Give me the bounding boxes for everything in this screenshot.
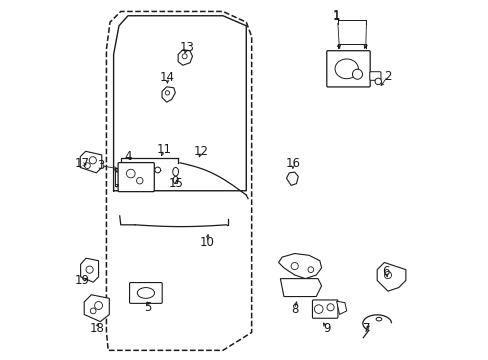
Circle shape	[89, 157, 96, 164]
Polygon shape	[376, 262, 405, 291]
Circle shape	[84, 163, 90, 168]
Ellipse shape	[173, 176, 178, 184]
Ellipse shape	[375, 318, 381, 321]
Circle shape	[307, 267, 313, 273]
Polygon shape	[162, 87, 175, 102]
Text: 14: 14	[160, 71, 175, 84]
Text: 13: 13	[179, 41, 194, 54]
Text: 15: 15	[168, 177, 183, 190]
Circle shape	[352, 69, 362, 79]
Polygon shape	[286, 172, 298, 185]
Circle shape	[384, 271, 391, 279]
Polygon shape	[80, 151, 102, 173]
Text: 10: 10	[199, 236, 214, 249]
Polygon shape	[178, 50, 192, 65]
Circle shape	[126, 169, 135, 178]
Ellipse shape	[172, 167, 178, 176]
Text: 9: 9	[323, 322, 330, 335]
Circle shape	[326, 304, 333, 311]
Text: 17: 17	[75, 157, 90, 170]
Text: 3: 3	[97, 159, 104, 172]
Text: 4: 4	[124, 150, 131, 163]
Text: 16: 16	[285, 157, 300, 170]
Ellipse shape	[137, 288, 154, 298]
Text: 6: 6	[382, 265, 389, 278]
Text: 19: 19	[75, 274, 90, 287]
Circle shape	[165, 91, 169, 95]
Circle shape	[90, 308, 96, 314]
Polygon shape	[84, 295, 109, 321]
Polygon shape	[336, 301, 346, 315]
Text: 7: 7	[362, 322, 369, 335]
Circle shape	[155, 167, 160, 173]
Circle shape	[94, 302, 102, 310]
Text: 2: 2	[384, 69, 391, 82]
Text: 12: 12	[194, 145, 208, 158]
Text: 8: 8	[290, 303, 298, 316]
FancyBboxPatch shape	[326, 51, 369, 87]
FancyBboxPatch shape	[312, 300, 337, 318]
FancyBboxPatch shape	[369, 72, 380, 80]
Text: 18: 18	[89, 322, 104, 335]
Circle shape	[314, 305, 323, 314]
Polygon shape	[280, 279, 321, 297]
FancyBboxPatch shape	[129, 283, 162, 303]
Polygon shape	[278, 253, 321, 279]
Circle shape	[86, 266, 93, 273]
Circle shape	[182, 54, 187, 59]
Polygon shape	[81, 258, 99, 282]
FancyBboxPatch shape	[118, 163, 154, 192]
Circle shape	[136, 177, 142, 184]
Text: 5: 5	[143, 301, 151, 314]
Circle shape	[290, 262, 298, 270]
Ellipse shape	[334, 59, 358, 79]
Text: 11: 11	[156, 143, 171, 156]
Circle shape	[374, 78, 381, 85]
Text: 1: 1	[331, 10, 339, 23]
Text: 1: 1	[331, 9, 339, 22]
